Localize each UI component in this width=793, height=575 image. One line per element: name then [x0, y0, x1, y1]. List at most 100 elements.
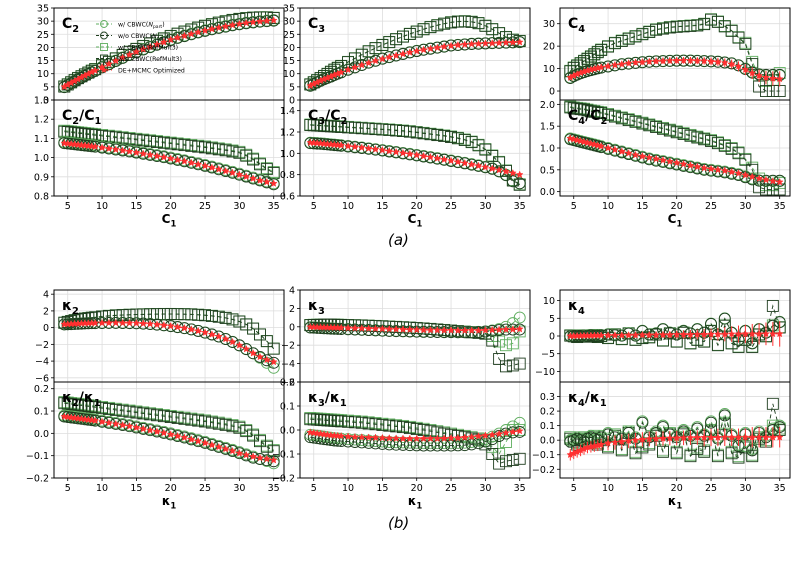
y-tick-label: 30	[37, 17, 49, 28]
point-sq_dark	[766, 299, 779, 312]
point-red	[104, 59, 113, 68]
x-axis-label: κ1	[162, 494, 177, 510]
y-tick-label: 0.1	[280, 402, 295, 413]
y-tick-label: 30	[283, 17, 295, 28]
point-sq_dark	[130, 133, 143, 146]
point-red	[707, 330, 715, 338]
x-tick-label: 10	[602, 201, 614, 212]
y-tick-label: 0.2	[540, 407, 555, 418]
point-red	[686, 56, 695, 64]
point-sq_dark	[376, 123, 389, 136]
point-sq_dark	[615, 35, 628, 47]
point-red	[748, 172, 757, 181]
point-red	[269, 179, 278, 187]
x-tick-label: 5	[311, 201, 317, 212]
panel-K3: −6 −4 −2 0 2 4 κ3	[281, 286, 531, 389]
point-red	[610, 145, 619, 154]
y-tick-label: −2	[35, 340, 49, 351]
point-red	[775, 433, 784, 441]
point-sq_dark	[151, 308, 163, 321]
point-sq_dark	[595, 107, 608, 120]
point-sq_dark	[451, 132, 464, 145]
point-red	[201, 26, 209, 34]
point-sq_dark	[185, 308, 198, 321]
point-red	[700, 433, 709, 441]
point-circ_dark	[705, 416, 717, 429]
point-red	[371, 324, 380, 333]
point-circ_dark	[451, 439, 464, 452]
point-red	[194, 326, 203, 335]
plot-area	[304, 311, 526, 373]
point-red	[412, 434, 421, 442]
point-red	[713, 57, 722, 66]
point-red	[364, 433, 373, 441]
y-tick-label: −2	[281, 341, 295, 352]
point-red	[734, 433, 743, 441]
y-tick-label: 0.5	[540, 165, 555, 176]
x-tick-label: 15	[636, 201, 648, 212]
point-red	[337, 431, 346, 440]
point-sq_dark	[564, 101, 577, 114]
x-tick-label: 10	[342, 483, 354, 494]
point-sq_dark	[403, 125, 416, 138]
point-red	[364, 58, 373, 67]
point-red	[412, 150, 421, 159]
series-line-circ_dark	[310, 41, 520, 87]
series-line-sq_dark	[569, 19, 780, 92]
legend-marker	[100, 54, 108, 63]
y-tick-label: 5	[43, 82, 49, 93]
point-red	[91, 66, 100, 74]
point-sq_dark	[705, 135, 717, 147]
x-tick-label: 20	[671, 483, 683, 494]
point-sq_dark	[465, 15, 478, 28]
point-red	[467, 160, 476, 168]
point-sq_light	[500, 436, 512, 448]
point-sq_dark	[178, 308, 191, 321]
point-red	[679, 159, 688, 168]
x-tick-label: 5	[311, 483, 317, 494]
point-red	[207, 24, 216, 33]
y-tick-label: 2	[289, 304, 295, 315]
point-red	[495, 325, 504, 334]
point-red	[249, 18, 258, 26]
point-red	[502, 38, 510, 47]
point-red	[405, 325, 414, 334]
point-sq_dark	[458, 134, 471, 146]
panel-C4C2: 0.0 0.5 1.0 1.5 2.0 C4/C2 5 10 15 20 25 30 35 C1	[540, 99, 791, 228]
point-red	[405, 48, 414, 56]
point-red	[515, 426, 524, 435]
plot-area	[564, 100, 786, 196]
point-red	[426, 434, 435, 442]
point-red	[118, 318, 127, 327]
point-sq_dark	[410, 126, 423, 139]
y-tick-label: 10	[283, 69, 295, 80]
x-tick-label: 15	[130, 201, 142, 212]
point-red	[755, 433, 764, 441]
panel-title: C2	[62, 16, 79, 35]
point-sq_dark	[247, 153, 260, 166]
panel-title: C4/C2	[568, 108, 607, 127]
point-red	[686, 161, 695, 169]
point-red	[269, 357, 278, 366]
point-red	[720, 433, 729, 441]
point-red	[467, 326, 476, 334]
point-red	[707, 57, 715, 65]
point-red	[419, 45, 428, 54]
point-red	[727, 59, 736, 68]
point-red	[214, 442, 223, 451]
point-sq_dark	[584, 50, 597, 63]
point-red	[159, 38, 168, 46]
point-sq_dark	[739, 153, 752, 166]
point-sq_dark	[424, 21, 437, 34]
point-red	[700, 56, 709, 65]
point-sq_dark	[376, 39, 389, 52]
point-sq_dark	[171, 138, 184, 151]
point-red	[453, 40, 462, 49]
point-circ_dark	[636, 416, 649, 429]
panel-K4K1: −0.2 −0.1 0.0 0.1 0.2 0.3 κ4/κ1 5 10 15 20 25 30 35 κ1	[532, 381, 791, 510]
point-sq_dark	[718, 20, 731, 33]
point-red	[146, 150, 155, 159]
y-tick-label: 0	[549, 332, 555, 343]
x-tick-label: 15	[636, 483, 648, 494]
x-axis-label: κ1	[408, 494, 423, 510]
